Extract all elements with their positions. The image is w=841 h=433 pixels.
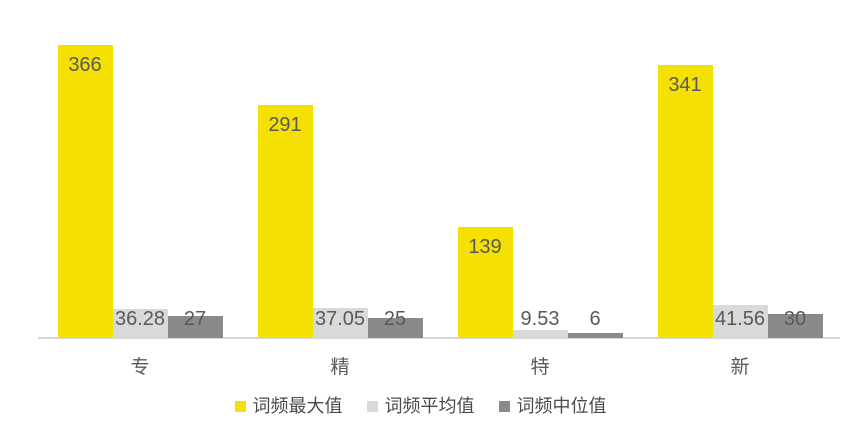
- legend-label: 词频平均值: [384, 396, 475, 416]
- bar: [767, 314, 823, 338]
- legend-swatch-icon: [366, 400, 378, 412]
- bar: [712, 305, 768, 338]
- bar: [457, 227, 513, 338]
- bar: [312, 308, 368, 338]
- bar: [167, 316, 223, 338]
- bar-value-label: 30: [783, 308, 807, 330]
- bar-value-label: 41.56: [714, 308, 766, 330]
- bar: [657, 65, 713, 338]
- bar: [567, 333, 623, 338]
- category-label: 特: [530, 357, 550, 378]
- category-label: 新: [730, 357, 750, 378]
- bar-value-label: 37.05: [314, 308, 366, 330]
- bar: [57, 45, 113, 338]
- legend-label: 词频最大值: [252, 396, 343, 416]
- bar: [112, 309, 168, 338]
- bar-value-label: 27: [183, 308, 207, 330]
- bar: [257, 105, 313, 338]
- bar-value-label: 139: [468, 236, 502, 258]
- bar: [367, 318, 423, 338]
- bar-value-label: 341: [668, 74, 702, 96]
- x-axis-line: [38, 337, 840, 339]
- bar-value-label: 6: [589, 308, 601, 330]
- legend-swatch-icon: [498, 400, 510, 412]
- bar-value-label: 366: [68, 54, 102, 76]
- legend-item: 词频平均值: [366, 395, 475, 417]
- bar: [512, 330, 568, 338]
- legend-item: 词频中位值: [498, 395, 607, 417]
- legend-swatch-icon: [234, 400, 246, 412]
- bar-value-label: 291: [268, 114, 302, 136]
- bar-value-label: 25: [383, 308, 407, 330]
- category-label: 专: [130, 357, 150, 378]
- bar-value-label: 9.53: [520, 308, 560, 330]
- bar-value-label: 36.28: [114, 308, 166, 330]
- category-label: 精: [330, 357, 350, 378]
- legend: 词频最大值 词频平均值 词频中位值: [0, 394, 841, 418]
- legend-label: 词频中位值: [516, 396, 607, 416]
- legend-item: 词频最大值: [234, 395, 343, 417]
